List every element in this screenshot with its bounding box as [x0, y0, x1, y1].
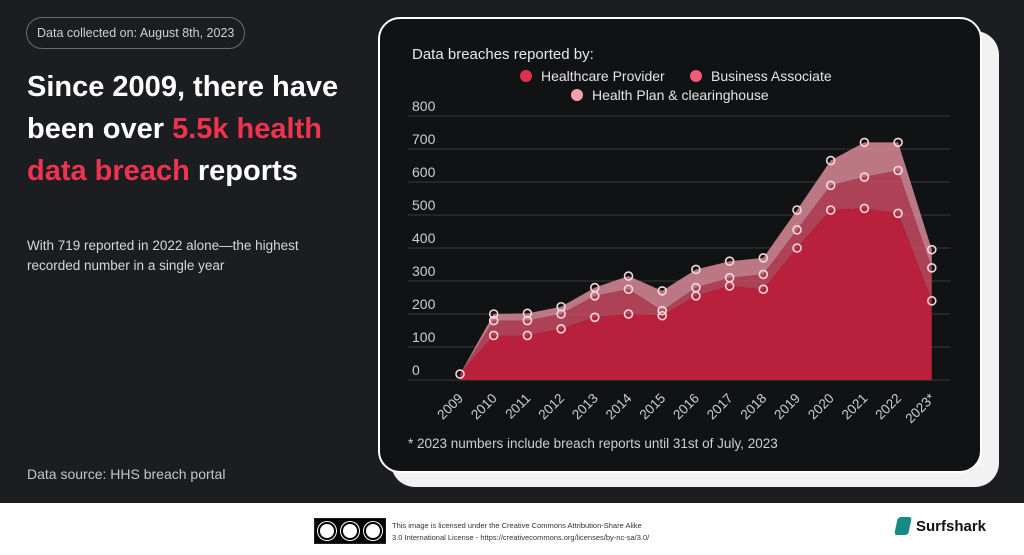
- brand-name: Surfshark: [916, 517, 987, 535]
- headline-text-end: reports: [189, 155, 298, 187]
- x-tick-label: 2013: [569, 391, 601, 423]
- surfshark-logo-icon: [894, 517, 912, 535]
- area-health-plan-clearinghouse: [460, 142, 932, 375]
- data-point: [556, 301, 566, 312]
- x-tick-label: 2011: [502, 391, 533, 422]
- license-text: This image is licensed under the Creativ…: [392, 520, 722, 544]
- legend-label-healthcare: Healthcare Provider: [541, 68, 665, 84]
- data-point: [623, 284, 634, 295]
- x-tick-label: 2020: [805, 391, 837, 423]
- data-point: [657, 286, 668, 296]
- data-point: [758, 284, 769, 295]
- data-point: [488, 330, 499, 341]
- chart-title: Data breaches reported by:: [412, 46, 594, 63]
- cc-sa-icon: [364, 522, 383, 540]
- y-tick-label: 600: [412, 164, 436, 180]
- license-line-1: This image is licensed under the Creativ…: [392, 521, 642, 530]
- data-point: [758, 269, 769, 280]
- data-point: [926, 295, 937, 306]
- subheadline: With 719 reported in 2022 alone—the high…: [27, 238, 299, 273]
- creative-commons-badge: [314, 518, 386, 544]
- cc-nc-icon: [340, 522, 359, 540]
- x-tick-label: 2019: [771, 391, 803, 423]
- x-tick-label: 2017: [704, 391, 736, 423]
- data-point: [691, 282, 701, 293]
- data-point: [522, 308, 533, 319]
- data-point: [859, 172, 870, 182]
- legend-item-plan: Health Plan & clearinghouse: [571, 87, 769, 103]
- y-tick-label: 200: [412, 296, 436, 312]
- x-tick-label: 2015: [636, 391, 668, 423]
- x-tick-label: 2016: [670, 391, 702, 423]
- data-point: [893, 165, 903, 176]
- data-point: [590, 282, 600, 293]
- data-point: [556, 324, 566, 334]
- data-point: [792, 225, 802, 235]
- footer: [0, 503, 1024, 555]
- data-point: [859, 203, 870, 214]
- x-tick-label: 2021: [839, 391, 871, 423]
- area-healthcare-provider: [460, 208, 932, 380]
- data-point: [859, 137, 870, 148]
- data-point: [893, 137, 903, 148]
- data-point: [792, 243, 802, 253]
- data-point: [623, 309, 634, 319]
- headline-highlight: 5.5k health data breach: [27, 113, 322, 187]
- data-point: [522, 330, 533, 341]
- data-point: [590, 312, 600, 323]
- data-point: [623, 271, 634, 281]
- legend-swatch-plan: [571, 89, 583, 101]
- x-tick-label: 2014: [603, 390, 635, 422]
- legend-swatch-healthcare: [520, 70, 532, 82]
- data-point: [825, 180, 836, 191]
- data-point: [488, 309, 499, 319]
- chart-footnote: * 2023 numbers include breach reports un…: [408, 436, 778, 451]
- legend-item-associate: Business Associate: [690, 68, 832, 84]
- license-line-2: 3.0 International License - https://crea…: [392, 533, 650, 542]
- chart-card: Data breaches reported by: Healthcare Pr…: [378, 17, 982, 473]
- y-tick-label: 800: [412, 98, 436, 114]
- y-tick-label: 300: [412, 263, 436, 279]
- y-tick-label: 0: [412, 362, 420, 378]
- y-tick-label: 100: [412, 329, 436, 345]
- data-point: [825, 205, 836, 215]
- headline-text: Since 2009, there have been over: [27, 71, 339, 145]
- legend-item-healthcare: Healthcare Provider: [520, 68, 665, 84]
- data-point: [657, 310, 668, 321]
- x-tick-label: 2010: [468, 391, 500, 423]
- data-point: [758, 253, 769, 263]
- y-tick-label: 500: [412, 197, 436, 213]
- headline: Since 2009, there have been over 5.5k he…: [27, 66, 367, 192]
- data-source: Data source: HHS breach portal: [27, 466, 226, 482]
- data-point: [926, 244, 937, 255]
- data-point: [893, 208, 903, 219]
- x-tick-label: 2018: [738, 391, 770, 423]
- x-tick-label: 2012: [535, 391, 567, 423]
- y-tick-label: 400: [412, 230, 436, 246]
- collection-date-badge: Data collected on: August 8th, 2023: [26, 17, 246, 49]
- legend-label-plan: Health Plan & clearinghouse: [592, 87, 769, 103]
- data-point: [825, 155, 836, 166]
- cc-by-icon: [317, 522, 336, 540]
- data-point: [724, 256, 735, 266]
- x-tick-label: 2023*: [902, 390, 938, 426]
- data-point: [926, 263, 937, 273]
- y-tick-label: 700: [412, 131, 436, 147]
- data-point: [455, 369, 465, 379]
- legend-label-associate: Business Associate: [711, 68, 832, 84]
- x-tick-label: 2022: [872, 391, 904, 423]
- data-point: [792, 205, 802, 215]
- area-business-associate: [460, 170, 932, 375]
- data-point: [488, 315, 499, 326]
- data-point: [724, 272, 735, 283]
- legend-swatch-associate: [690, 70, 702, 82]
- data-point: [691, 264, 701, 275]
- data-point: [657, 305, 668, 316]
- x-tick-label: 2009: [434, 391, 466, 423]
- brand: Surfshark: [894, 517, 987, 535]
